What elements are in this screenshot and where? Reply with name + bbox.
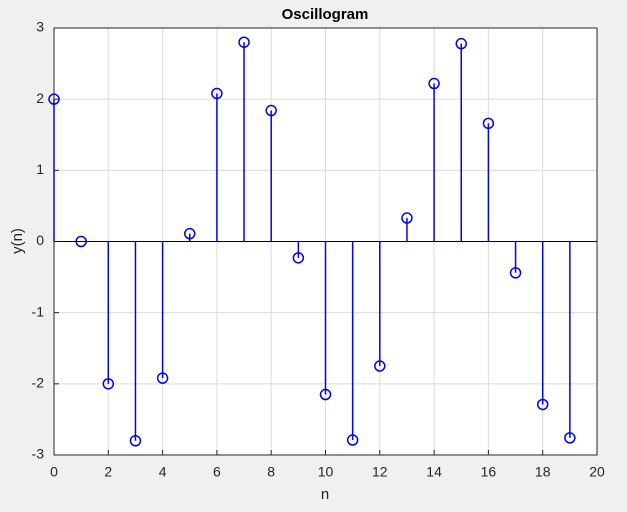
stem-marker <box>536 398 549 411</box>
stem-marker <box>292 252 305 264</box>
x-tick-label: 20 <box>589 464 605 480</box>
y-tick-label: -1 <box>32 303 45 319</box>
x-tick-label: 6 <box>213 464 221 480</box>
stem-marker <box>319 388 332 401</box>
y-tick-label: 3 <box>36 19 44 35</box>
stem-marker <box>455 37 467 50</box>
x-tick-label: 16 <box>481 464 497 480</box>
y-axis-label: y(n) <box>9 228 26 254</box>
y-tick-label: 0 <box>36 232 44 248</box>
stem-marker <box>184 227 196 240</box>
stem-marker <box>156 372 169 384</box>
stem-marker <box>428 77 440 90</box>
stem-marker <box>211 87 223 100</box>
x-tick-label: 14 <box>426 464 442 480</box>
y-tick-label: 1 <box>36 161 44 177</box>
stem-marker <box>346 434 359 446</box>
stem-marker <box>129 435 142 447</box>
x-tick-label: 8 <box>267 464 275 480</box>
stem-marker <box>509 267 522 279</box>
y-tick-label: -2 <box>32 375 45 391</box>
stem-marker <box>374 360 386 372</box>
x-tick-label: 18 <box>535 464 551 480</box>
stem-marker <box>482 117 495 130</box>
x-axis-label: n <box>321 486 329 503</box>
x-tick-label: 12 <box>372 464 388 480</box>
x-tick-label: 0 <box>50 464 58 480</box>
x-tick-label: 4 <box>159 464 167 480</box>
stem-marker <box>265 104 277 117</box>
chart-title: Oscillogram <box>282 6 369 23</box>
stem-marker <box>75 235 87 248</box>
x-tick-label: 2 <box>104 464 112 480</box>
stem-marker <box>401 212 413 224</box>
stem-marker <box>48 93 60 105</box>
stem-marker <box>238 36 250 48</box>
stem-marker <box>102 378 115 390</box>
y-tick-label: 2 <box>36 90 44 106</box>
x-tick-label: 10 <box>318 464 334 480</box>
y-tick-label: -3 <box>32 446 45 462</box>
stem-marker <box>564 432 576 444</box>
